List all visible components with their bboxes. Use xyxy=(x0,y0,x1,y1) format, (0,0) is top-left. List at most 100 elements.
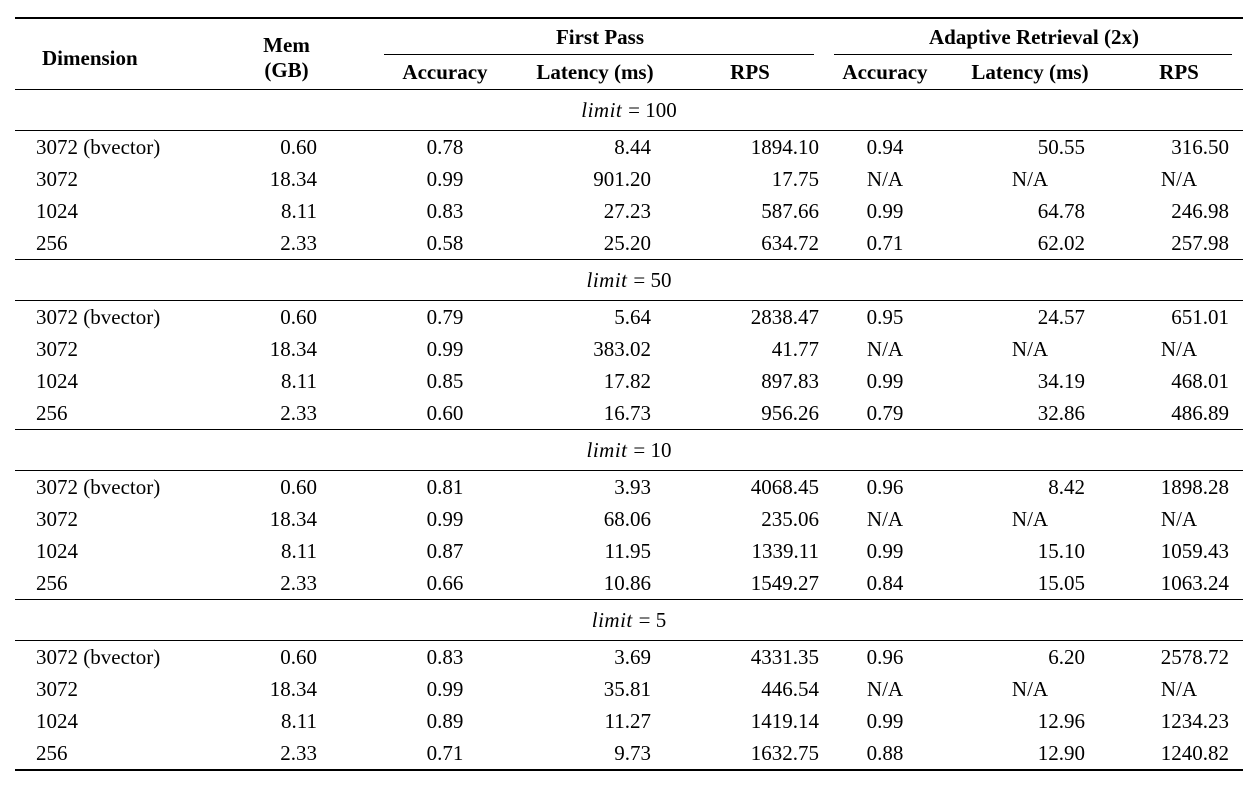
table-row: 3072 (bvector) 0.60 0.81 3.93 4068.45 0.… xyxy=(15,471,1243,504)
col-header-fp-rps: RPS xyxy=(675,55,825,90)
col-header-ar-latency: Latency (ms) xyxy=(945,55,1115,90)
mem-value: 18.34 xyxy=(269,336,317,361)
mem-value: 2.33 xyxy=(280,740,317,765)
table-header: Dimension Mem (GB) First Pass Adaptive R… xyxy=(15,18,1243,90)
fp-rps-value: 1339.11 xyxy=(751,538,819,563)
dimension-value: 3072 xyxy=(36,166,78,191)
ar-latency-value: 34.19 xyxy=(1037,368,1085,393)
fp-rps-value: 41.77 xyxy=(771,336,819,361)
col-header-ar-rps: RPS xyxy=(1115,55,1243,90)
ar-latency-value: 12.90 xyxy=(1037,740,1085,765)
fp-accuracy-value: 0.78 xyxy=(426,134,464,159)
dimension-value: 3072 (bvector) xyxy=(36,304,161,329)
fp-accuracy-value: 0.99 xyxy=(426,336,464,361)
fp-latency-value: 5.64 xyxy=(614,304,651,329)
ar-latency-value: 24.57 xyxy=(1037,304,1085,329)
ar-latency-value: N/A xyxy=(1011,166,1049,191)
mem-value: 18.34 xyxy=(269,506,317,531)
fp-rps-value: 897.83 xyxy=(761,368,819,393)
group-header-adaptive-retrieval: Adaptive Retrieval (2x) xyxy=(825,18,1243,55)
col-header-ar-accuracy: Accuracy xyxy=(825,55,945,90)
fp-accuracy-value: 0.99 xyxy=(426,506,464,531)
dimension-value: 1024 xyxy=(36,538,78,563)
fp-rps-value: 4068.45 xyxy=(750,474,819,499)
table-row: 256 2.33 0.71 9.73 1632.75 0.88 12.90 12… xyxy=(15,737,1243,770)
fp-accuracy-value: 0.83 xyxy=(426,644,464,669)
dimension-value: 3072 (bvector) xyxy=(36,474,161,499)
fp-rps-value: 2838.47 xyxy=(750,304,819,329)
fp-latency-value: 3.93 xyxy=(614,474,651,499)
table-row: 3072 (bvector) 0.60 0.79 5.64 2838.47 0.… xyxy=(15,301,1243,334)
table-row: 3072 18.34 0.99 383.02 41.77 N/A N/A N/A xyxy=(15,333,1243,365)
fp-accuracy-value: 0.79 xyxy=(426,304,464,329)
fp-rps-value: 956.26 xyxy=(761,400,819,425)
ar-rps-value: N/A xyxy=(1160,166,1198,191)
mem-value: 0.60 xyxy=(280,134,317,159)
fp-rps-value: 1549.27 xyxy=(750,570,819,595)
ar-accuracy-value: 0.71 xyxy=(866,230,904,255)
ar-accuracy-value: 0.99 xyxy=(866,708,904,733)
section-label: limit = 50 xyxy=(15,259,1243,301)
limit-value: = 5 xyxy=(638,607,667,632)
fp-rps-value: 1632.75 xyxy=(750,740,819,765)
section-title-row: limit = 10 xyxy=(15,429,1243,471)
fp-rps-value: 634.72 xyxy=(761,230,819,255)
table-row: 1024 8.11 0.85 17.82 897.83 0.99 34.19 4… xyxy=(15,365,1243,397)
limit-variable: limit xyxy=(581,97,623,122)
ar-accuracy-value: 0.84 xyxy=(866,570,904,595)
ar-latency-value: 12.96 xyxy=(1037,708,1085,733)
dimension-value: 256 xyxy=(36,230,68,255)
fp-latency-value: 25.20 xyxy=(603,230,651,255)
ar-accuracy-value: 0.95 xyxy=(866,304,904,329)
dimension-value: 3072 xyxy=(36,506,78,531)
dimension-value: 1024 xyxy=(36,708,78,733)
fp-latency-value: 3.69 xyxy=(614,644,651,669)
ar-accuracy-value: 0.96 xyxy=(866,644,904,669)
col-header-mem: Mem (GB) xyxy=(250,18,375,90)
table-row: 256 2.33 0.66 10.86 1549.27 0.84 15.05 1… xyxy=(15,567,1243,600)
table-row: 256 2.33 0.58 25.20 634.72 0.71 62.02 25… xyxy=(15,227,1243,260)
section-limit-10: limit = 10 3072 (bvector) 0.60 0.81 3.93 … xyxy=(15,429,1243,600)
ar-latency-value: 6.20 xyxy=(1048,644,1085,669)
ar-rps-value: 2578.72 xyxy=(1160,644,1229,669)
table-row: 3072 (bvector) 0.60 0.83 3.69 4331.35 0.… xyxy=(15,641,1243,674)
mem-value: 0.60 xyxy=(280,304,317,329)
ar-accuracy-value: 0.96 xyxy=(866,474,904,499)
group-header-row: Dimension Mem (GB) First Pass Adaptive R… xyxy=(15,18,1243,90)
section-title-row: limit = 100 xyxy=(15,89,1243,131)
ar-accuracy-value: 0.99 xyxy=(866,538,904,563)
ar-rps-value: N/A xyxy=(1160,676,1198,701)
ar-latency-value: 64.78 xyxy=(1037,198,1085,223)
mem-value: 8.11 xyxy=(281,198,317,223)
fp-rps-value: 1419.14 xyxy=(750,708,819,733)
mem-value: 18.34 xyxy=(269,166,317,191)
fp-accuracy-value: 0.99 xyxy=(426,676,464,701)
dimension-value: 3072 xyxy=(36,336,78,361)
ar-accuracy-value: N/A xyxy=(866,336,904,361)
limit-variable: limit xyxy=(586,267,628,292)
ar-accuracy-value: 0.88 xyxy=(866,740,904,765)
table-row: 3072 (bvector) 0.60 0.78 8.44 1894.10 0.… xyxy=(15,131,1243,164)
sub-header-row: Accuracy Latency (ms) RPS Accuracy Laten… xyxy=(15,55,1243,90)
mem-value: 8.11 xyxy=(281,708,317,733)
section-limit-50: limit = 50 3072 (bvector) 0.60 0.79 5.64 … xyxy=(15,259,1243,430)
limit-value: = 100 xyxy=(628,97,677,122)
fp-rps-value: 446.54 xyxy=(761,676,819,701)
fp-latency-value: 383.02 xyxy=(593,336,651,361)
fp-rps-value: 17.75 xyxy=(771,166,819,191)
table-row: 3072 18.34 0.99 35.81 446.54 N/A N/A N/A xyxy=(15,673,1243,705)
limit-value: = 10 xyxy=(633,437,672,462)
ar-accuracy-value: N/A xyxy=(866,676,904,701)
ar-rps-value: N/A xyxy=(1160,336,1198,361)
section-title-row: limit = 5 xyxy=(15,599,1243,641)
ar-latency-value: 32.86 xyxy=(1037,400,1085,425)
ar-rps-value: N/A xyxy=(1160,506,1198,531)
ar-latency-value: 62.02 xyxy=(1037,230,1085,255)
fp-latency-value: 10.86 xyxy=(603,570,651,595)
section-label: limit = 100 xyxy=(15,89,1243,131)
fp-latency-value: 11.27 xyxy=(604,708,651,733)
ar-rps-value: 468.01 xyxy=(1171,368,1229,393)
mem-value: 18.34 xyxy=(269,676,317,701)
fp-accuracy-value: 0.60 xyxy=(426,400,464,425)
ar-latency-value: 15.05 xyxy=(1037,570,1085,595)
